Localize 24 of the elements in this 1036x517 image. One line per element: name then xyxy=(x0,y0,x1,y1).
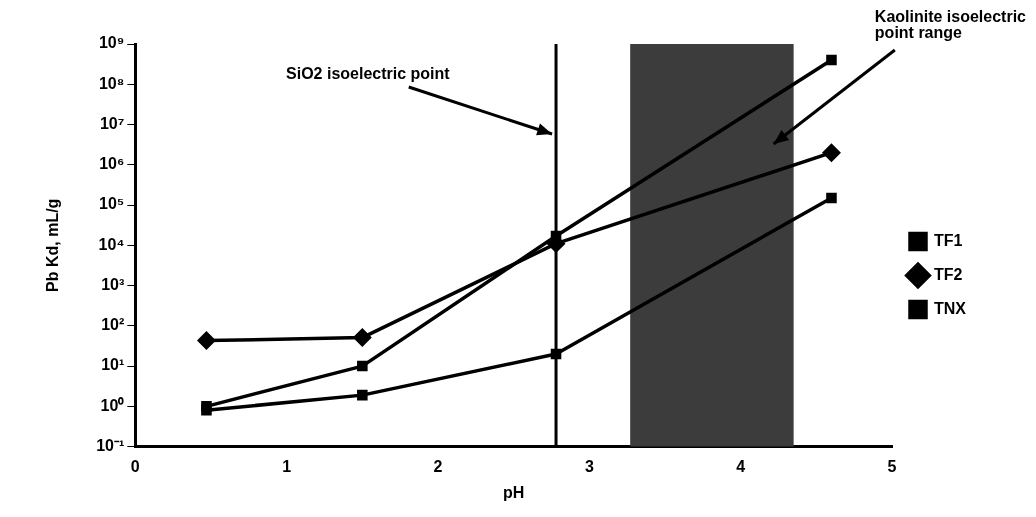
y-tick-label: 10⁹ xyxy=(98,34,125,52)
y-tick-label: 10⁴ xyxy=(98,235,125,253)
legend-label: TF1 xyxy=(934,231,963,249)
ref-line-label: SiO2 isoelectric point xyxy=(286,65,451,82)
x-tick-label: 1 xyxy=(282,457,292,475)
x-axis-title: pH xyxy=(503,483,525,501)
x-tick-label: 4 xyxy=(736,457,746,475)
y-tick-label: 10¹ xyxy=(101,356,125,374)
y-axis-title: Pb Kd, mL/g xyxy=(44,198,62,292)
y-tick-label: 10⁰ xyxy=(100,396,125,414)
y-tick-label: 10³ xyxy=(101,275,125,293)
legend-label: TNX xyxy=(934,299,967,317)
legend-label: TF2 xyxy=(934,265,963,283)
y-tick-label: 10⁻¹ xyxy=(96,437,125,455)
y-tick-label: 10⁸ xyxy=(98,74,125,92)
y-tick-label: 10⁶ xyxy=(99,155,125,173)
y-tick-label: 10⁵ xyxy=(99,195,125,213)
x-tick-label: 3 xyxy=(584,457,594,475)
band-label: Kaolinite isoelectric point range xyxy=(874,8,1027,41)
x-tick-label: 0 xyxy=(130,457,140,475)
x-tick-label: 2 xyxy=(433,457,443,475)
x-tick-label: 5 xyxy=(887,457,897,475)
y-tick-label: 10² xyxy=(101,316,125,334)
y-tick-label: 10⁷ xyxy=(99,114,125,132)
